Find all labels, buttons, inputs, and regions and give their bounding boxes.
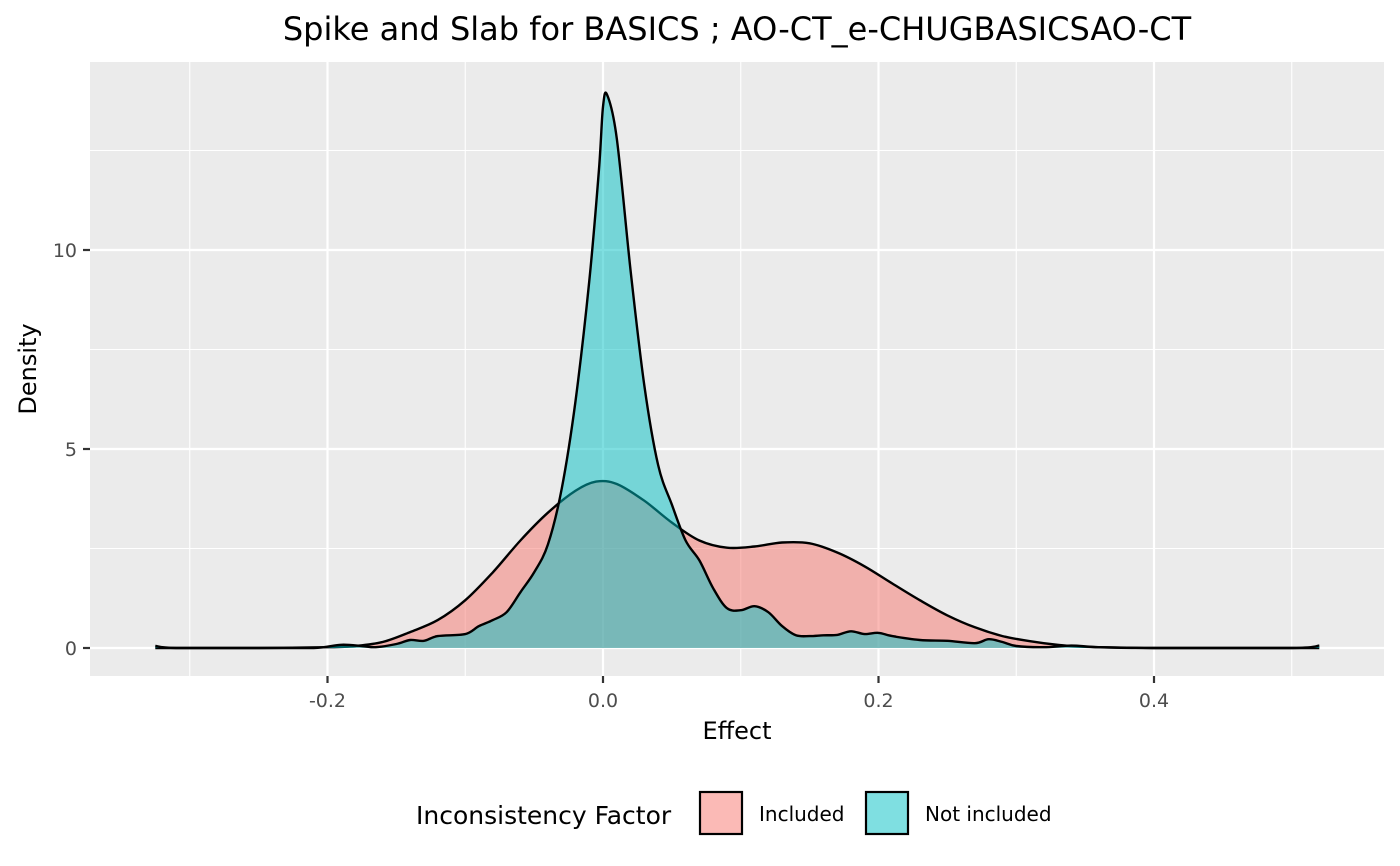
legend-key-included xyxy=(698,790,744,836)
y-tick-label: 5 xyxy=(65,439,77,461)
x-tick-label: 0.2 xyxy=(863,690,893,712)
y-axis: 0 5 10 xyxy=(53,240,90,660)
x-tick-label: 0.4 xyxy=(1139,690,1169,712)
legend-title: Inconsistency Factor xyxy=(416,801,672,830)
x-axis: -0.2 0.0 0.2 0.4 xyxy=(309,676,1169,712)
legend-label-not-included: Not included xyxy=(925,802,1052,826)
legend: Inconsistency Factor Included Not includ… xyxy=(416,790,1052,836)
y-tick-label: 10 xyxy=(53,240,77,262)
density-line-not-included xyxy=(155,91,1320,650)
legend-key-not-included xyxy=(864,790,910,836)
density-area-included xyxy=(155,481,1320,648)
x-axis-title: Effect xyxy=(702,717,771,745)
chart-title: Spike and Slab for BASICS ; AO-CT_e-CHUG… xyxy=(283,10,1192,48)
density-areas xyxy=(155,91,1320,650)
x-tick-label: -0.2 xyxy=(309,690,346,712)
y-axis-title: Density xyxy=(14,323,42,414)
x-tick-label: 0.0 xyxy=(588,690,618,712)
y-tick-label: 0 xyxy=(65,638,77,660)
legend-label-included: Included xyxy=(759,802,845,826)
density-line-included xyxy=(155,479,1320,650)
